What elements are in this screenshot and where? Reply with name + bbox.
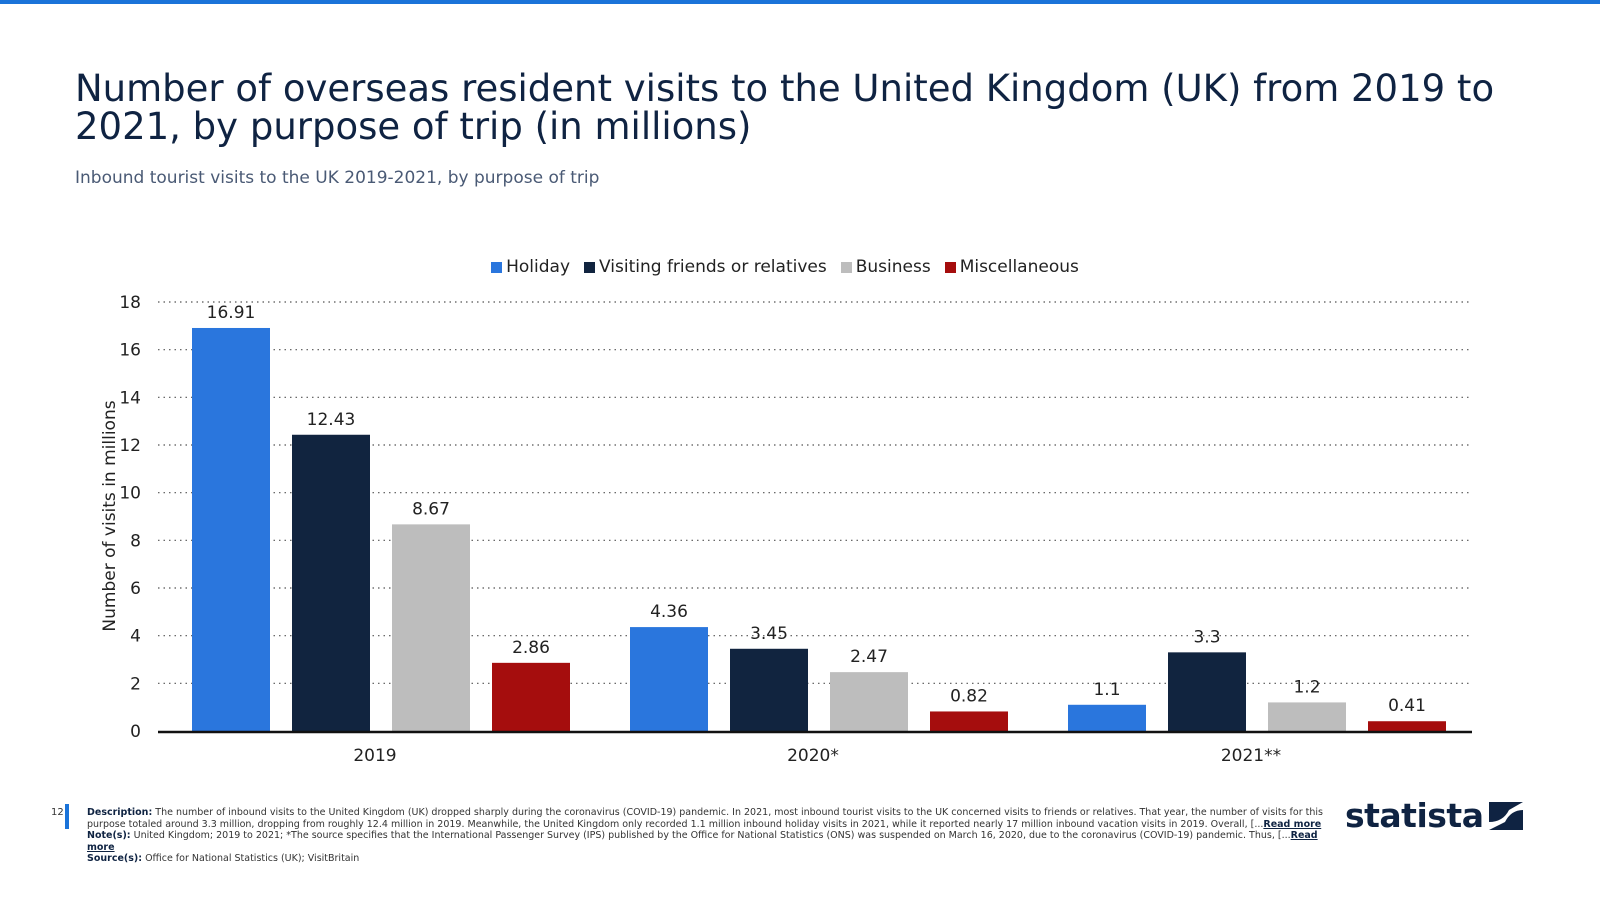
bar-visiting-friends-or-relatives [1168, 652, 1246, 731]
legend-label: Visiting friends or relatives [599, 257, 827, 277]
chart-title: Number of overseas resident visits to th… [75, 67, 1495, 148]
data-label: 0.82 [950, 686, 988, 706]
y-tick-label: 14 [119, 388, 141, 408]
bar-miscellaneous [492, 662, 570, 731]
data-label: 1.1 [1093, 680, 1120, 700]
legend-item[interactable]: Business [840, 257, 931, 277]
y-tick-label: 2 [130, 674, 141, 694]
y-tick-label: 16 [119, 341, 141, 361]
notes-text: United Kingdom; 2019 to 2021; *The sourc… [133, 830, 1291, 841]
x-tick-label: 2020* [787, 746, 839, 766]
bar-business [830, 672, 908, 731]
legend-swatch [840, 261, 852, 273]
y-tick-label: 8 [130, 531, 141, 551]
legend-label: Miscellaneous [959, 257, 1079, 277]
data-label: 4.36 [650, 602, 688, 622]
read-more-link[interactable]: Read more [1263, 818, 1322, 830]
x-tick-label: 2021** [1221, 746, 1281, 766]
legend-item[interactable]: Visiting friends or relatives [584, 257, 827, 277]
description-label: Description: [87, 807, 153, 818]
data-label: 2.47 [850, 647, 888, 667]
y-tick-label: 4 [130, 627, 141, 647]
bar-business [392, 524, 470, 731]
y-tick-label: 6 [130, 579, 141, 599]
sources-label: Source(s): [87, 853, 143, 864]
y-tick-label: 10 [119, 484, 141, 504]
legend-swatch [944, 261, 956, 273]
statista-logo[interactable]: statista [1345, 796, 1524, 835]
top-accent-bar [0, 0, 1600, 4]
bar-chart: 0 2 4 6 8 10 12 14 16 18 Number of visits in milli… [100, 293, 1472, 766]
legend-swatch [584, 261, 596, 273]
legend-item[interactable]: Holiday [491, 257, 570, 277]
bar-miscellaneous [930, 711, 1008, 731]
y-tick-label: 18 [119, 293, 141, 313]
footer: Description: The number of inbound visit… [87, 807, 1327, 865]
data-label: 0.41 [1388, 696, 1426, 716]
data-label: 3.3 [1193, 627, 1220, 647]
bar-holiday [1068, 704, 1146, 731]
bar-holiday [192, 327, 270, 731]
bar-holiday [630, 627, 708, 731]
bar-business [1268, 702, 1346, 731]
notes-label: Note(s): [87, 830, 131, 841]
chart-subtitle: Inbound tourist visits to the UK 2019-20… [75, 168, 600, 188]
data-label: 3.45 [750, 624, 788, 644]
logo-text: statista [1345, 796, 1484, 835]
x-tick-label: 2019 [353, 746, 396, 766]
page-marker [65, 804, 69, 829]
legend-label: Business [855, 257, 931, 277]
data-label: 12.43 [307, 410, 356, 430]
y-tick-label: 0 [130, 722, 141, 742]
description-text: The number of inbound visits to the Unit… [87, 807, 1323, 830]
bar-miscellaneous [1368, 721, 1446, 731]
notes-read-more-link[interactable]: Read more [87, 830, 1318, 853]
statista-logo-icon [1489, 801, 1524, 830]
legend-swatch [491, 261, 503, 273]
legend: Holiday Visiting friends or relatives Busi… [0, 257, 1570, 277]
data-label: 2.86 [512, 638, 550, 658]
y-tick-label: 12 [119, 436, 141, 456]
bar-visiting-friends-or-relatives [292, 434, 370, 731]
y-axis-label: Number of visits in millions [100, 400, 120, 631]
page-number: 12 [51, 807, 64, 818]
bar-visiting-friends-or-relatives [730, 648, 808, 731]
legend-label: Holiday [506, 257, 571, 277]
sources-text: Office for National Statistics (UK); Vis… [145, 853, 360, 864]
data-label: 1.2 [1293, 677, 1320, 697]
legend-item[interactable]: Miscellaneous [944, 257, 1079, 277]
data-label: 8.67 [412, 499, 450, 519]
data-label: 16.91 [207, 303, 256, 323]
